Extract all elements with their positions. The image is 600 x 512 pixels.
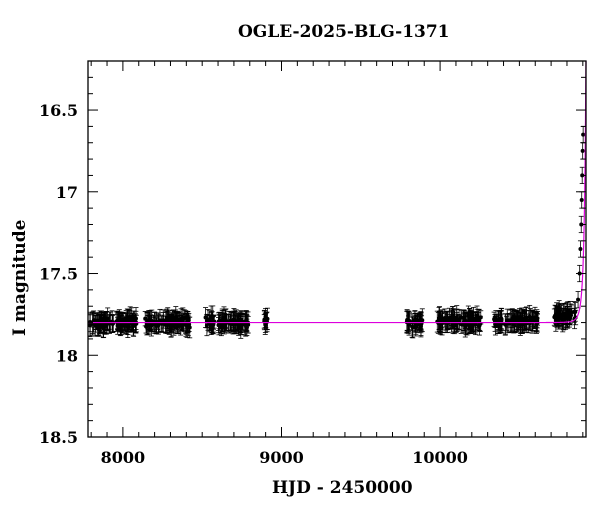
data-point: [575, 291, 581, 309]
y-tick-label: 18.5: [39, 428, 78, 447]
marker: [222, 323, 227, 328]
marker: [168, 324, 173, 329]
marker: [579, 197, 584, 202]
marker: [576, 297, 581, 302]
marker: [144, 324, 149, 329]
data-point: [577, 240, 583, 258]
data-point: [413, 314, 419, 335]
data-point: [146, 310, 152, 331]
data-point: [157, 308, 163, 332]
marker: [564, 313, 569, 318]
marker: [475, 318, 480, 323]
marker: [154, 323, 159, 328]
marker: [205, 317, 210, 322]
data-point: [168, 315, 174, 338]
marker: [445, 319, 450, 324]
marker: [186, 318, 191, 323]
marker: [581, 132, 586, 137]
x-tick-label: 8000: [101, 448, 146, 467]
marker: [558, 315, 563, 320]
plot-frame: [87, 60, 587, 438]
marker: [244, 317, 249, 322]
marker: [216, 322, 221, 327]
marker: [210, 315, 215, 320]
marker: [180, 317, 185, 322]
marker: [165, 322, 170, 327]
chart-title: OGLE-2025-BLG-1371: [238, 22, 450, 42]
data-point: [462, 313, 468, 329]
marker: [460, 322, 465, 327]
data-points-layer: [87, 125, 586, 339]
data-point: [475, 312, 481, 330]
data-point: [164, 315, 170, 334]
data-point: [261, 310, 267, 329]
marker: [512, 317, 517, 322]
data-point: [580, 142, 586, 160]
data-point: [153, 317, 159, 335]
data-point: [95, 313, 101, 337]
marker: [569, 313, 574, 318]
data-point: [571, 301, 577, 323]
y-tick-label: 16.5: [39, 101, 78, 120]
axes-layer: 8000 9000 10000 16.5 17 17.5 18 18.5: [39, 60, 586, 467]
marker: [505, 318, 510, 323]
marker: [578, 247, 583, 251]
marker: [572, 309, 577, 314]
marker: [555, 314, 560, 319]
marker: [122, 323, 127, 328]
y-tick-label: 18: [56, 346, 78, 365]
data-point: [493, 310, 499, 328]
data-point: [210, 305, 216, 329]
data-point: [524, 306, 530, 329]
marker: [567, 317, 572, 322]
data-point: [460, 315, 466, 334]
y-tick-label: 17.5: [39, 265, 78, 284]
marker: [524, 315, 529, 320]
y-axis-label: I magnitude: [10, 219, 30, 337]
marker: [262, 317, 267, 322]
data-point: [203, 307, 209, 328]
data-point: [579, 191, 585, 209]
x-tick-label: 9000: [259, 448, 304, 467]
marker: [132, 316, 137, 321]
model-curve-layer: [88, 60, 587, 324]
marker: [157, 318, 162, 323]
y-tick-label: 17: [56, 183, 78, 202]
data-point: [186, 312, 192, 328]
marker: [88, 323, 93, 328]
data-point: [512, 312, 518, 328]
data-point: [180, 307, 186, 331]
marker: [519, 315, 524, 320]
marker: [493, 316, 498, 321]
marker: [463, 318, 468, 323]
marker: [527, 314, 532, 319]
marker: [496, 319, 501, 324]
marker: [580, 148, 585, 153]
data-point: [527, 304, 533, 329]
marker: [95, 323, 100, 328]
marker: [451, 314, 456, 319]
marker: [146, 318, 151, 323]
marker: [413, 322, 418, 327]
data-point: [504, 313, 510, 328]
x-axis-label: HJD - 2450000: [272, 478, 413, 498]
model-curve: [88, 60, 587, 324]
marker: [503, 322, 508, 327]
x-tick-label: 10000: [412, 448, 468, 467]
